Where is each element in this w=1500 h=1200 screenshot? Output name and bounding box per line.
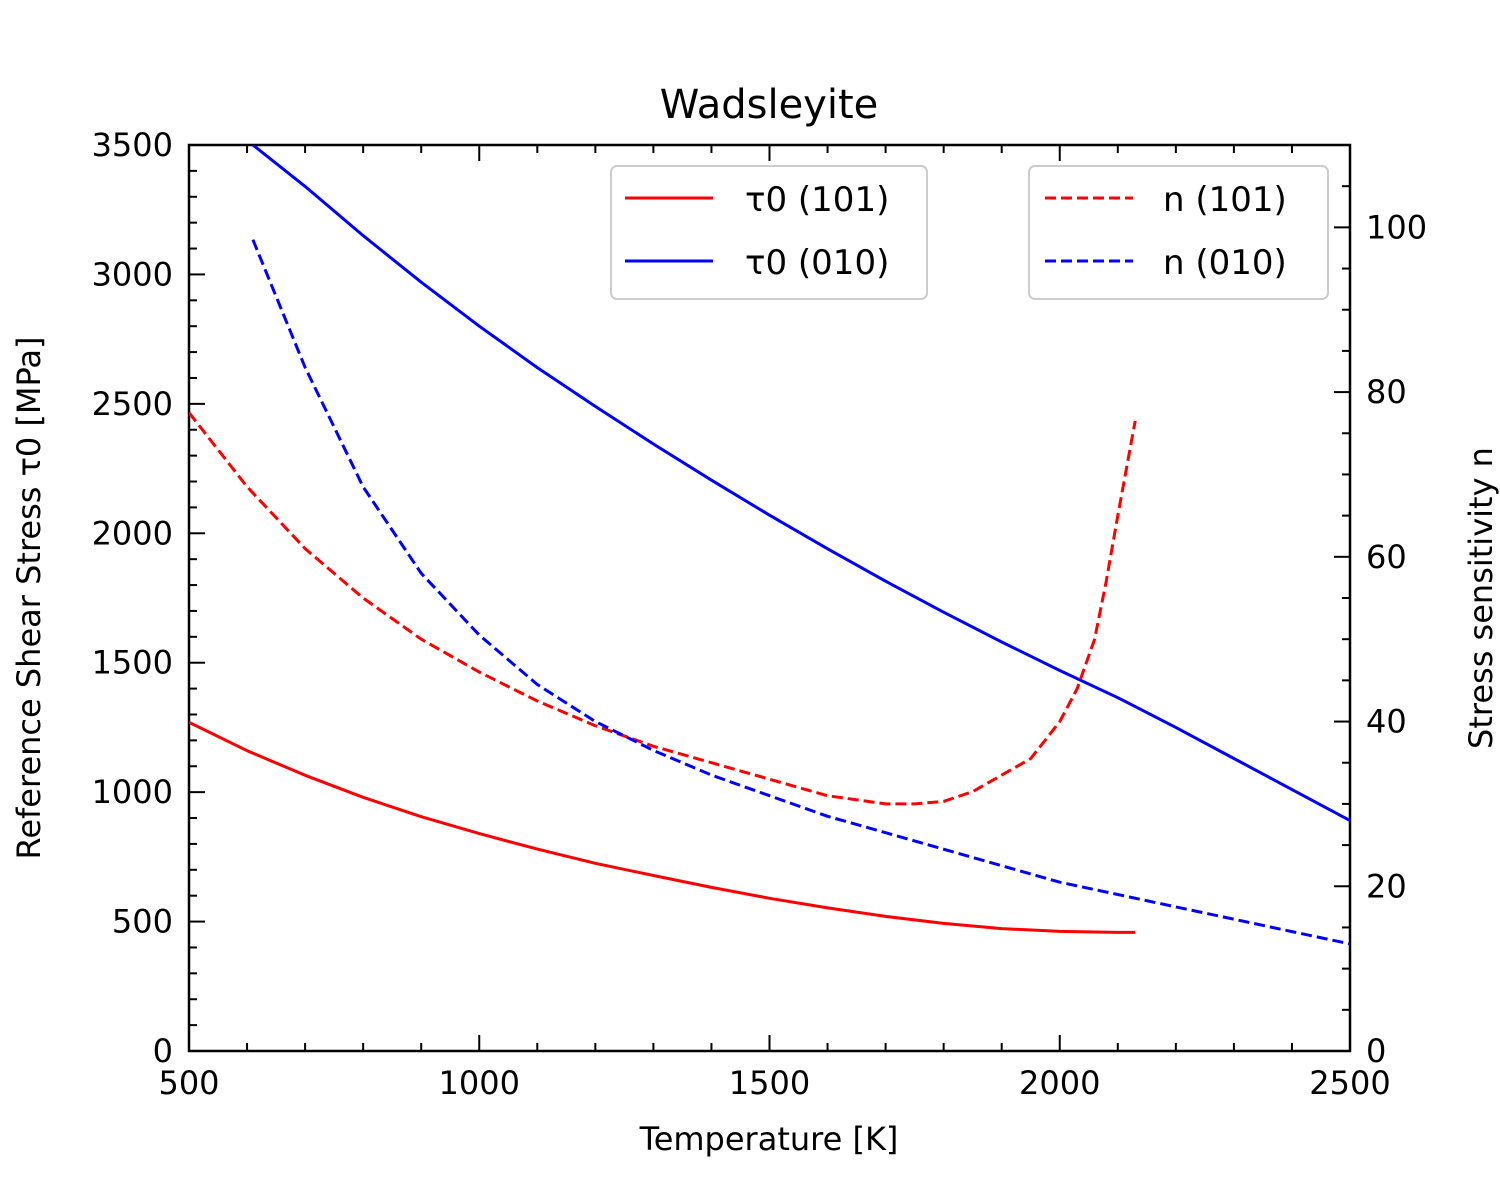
- chart-title: Wadsleyite: [660, 82, 879, 128]
- y-axis-label-right: Stress sensitivity n: [1462, 447, 1500, 749]
- y-tick-label-right: 100: [1366, 208, 1427, 246]
- series-line-tau0_010: [251, 145, 1350, 822]
- y-tick-label-right: 20: [1366, 867, 1407, 905]
- y-tick-label-right: 60: [1366, 538, 1407, 576]
- x-tick-label: 1000: [439, 1064, 520, 1102]
- y-tick-label-left: 1500: [92, 644, 173, 682]
- x-tick-label: 2500: [1309, 1064, 1390, 1102]
- legend-left: τ0 (101) τ0 (010): [610, 165, 928, 300]
- y-tick-label-left: 3500: [92, 126, 173, 164]
- legend-right: n (101) n (010): [1028, 165, 1329, 300]
- axis-ticks: [188, 144, 1351, 1052]
- legend-label-n-010: n (010): [1163, 243, 1287, 283]
- x-axis-label: Temperature [K]: [639, 1120, 899, 1158]
- series-layer: [189, 145, 1350, 946]
- y-tick-label-right: 40: [1366, 703, 1407, 741]
- x-tick-label: 500: [158, 1064, 219, 1102]
- x-tick-label: 1500: [729, 1064, 810, 1102]
- y-tick-label-left: 500: [112, 903, 173, 941]
- tick-labels: 500 1000 1500 2000 2500050010001500200025003…: [92, 126, 1428, 1102]
- legend-label-tau0-010: τ0 (010): [745, 243, 889, 283]
- y-tick-label-left: 2500: [92, 385, 173, 423]
- legend-label-tau0-101: τ0 (101): [745, 180, 889, 220]
- series-line-n_010: [251, 239, 1350, 946]
- series-group: [189, 145, 1350, 946]
- y-tick-label-left: 1000: [92, 773, 173, 811]
- series-line-n_101: [189, 411, 1137, 806]
- y-tick-label-left: 2000: [92, 514, 173, 552]
- y-tick-label-right: 0: [1366, 1032, 1386, 1070]
- x-tick-label: 2000: [1019, 1064, 1100, 1102]
- y-tick-label-left: 3000: [92, 255, 173, 293]
- series-line-tau0_101: [189, 720, 1136, 934]
- legend-label-n-101: n (101): [1163, 180, 1287, 220]
- y-axis-label-left: Reference Shear Stress τ0 [MPa]: [10, 337, 48, 860]
- y-tick-label-left: 0: [153, 1032, 173, 1070]
- y-tick-label-right: 80: [1366, 373, 1407, 411]
